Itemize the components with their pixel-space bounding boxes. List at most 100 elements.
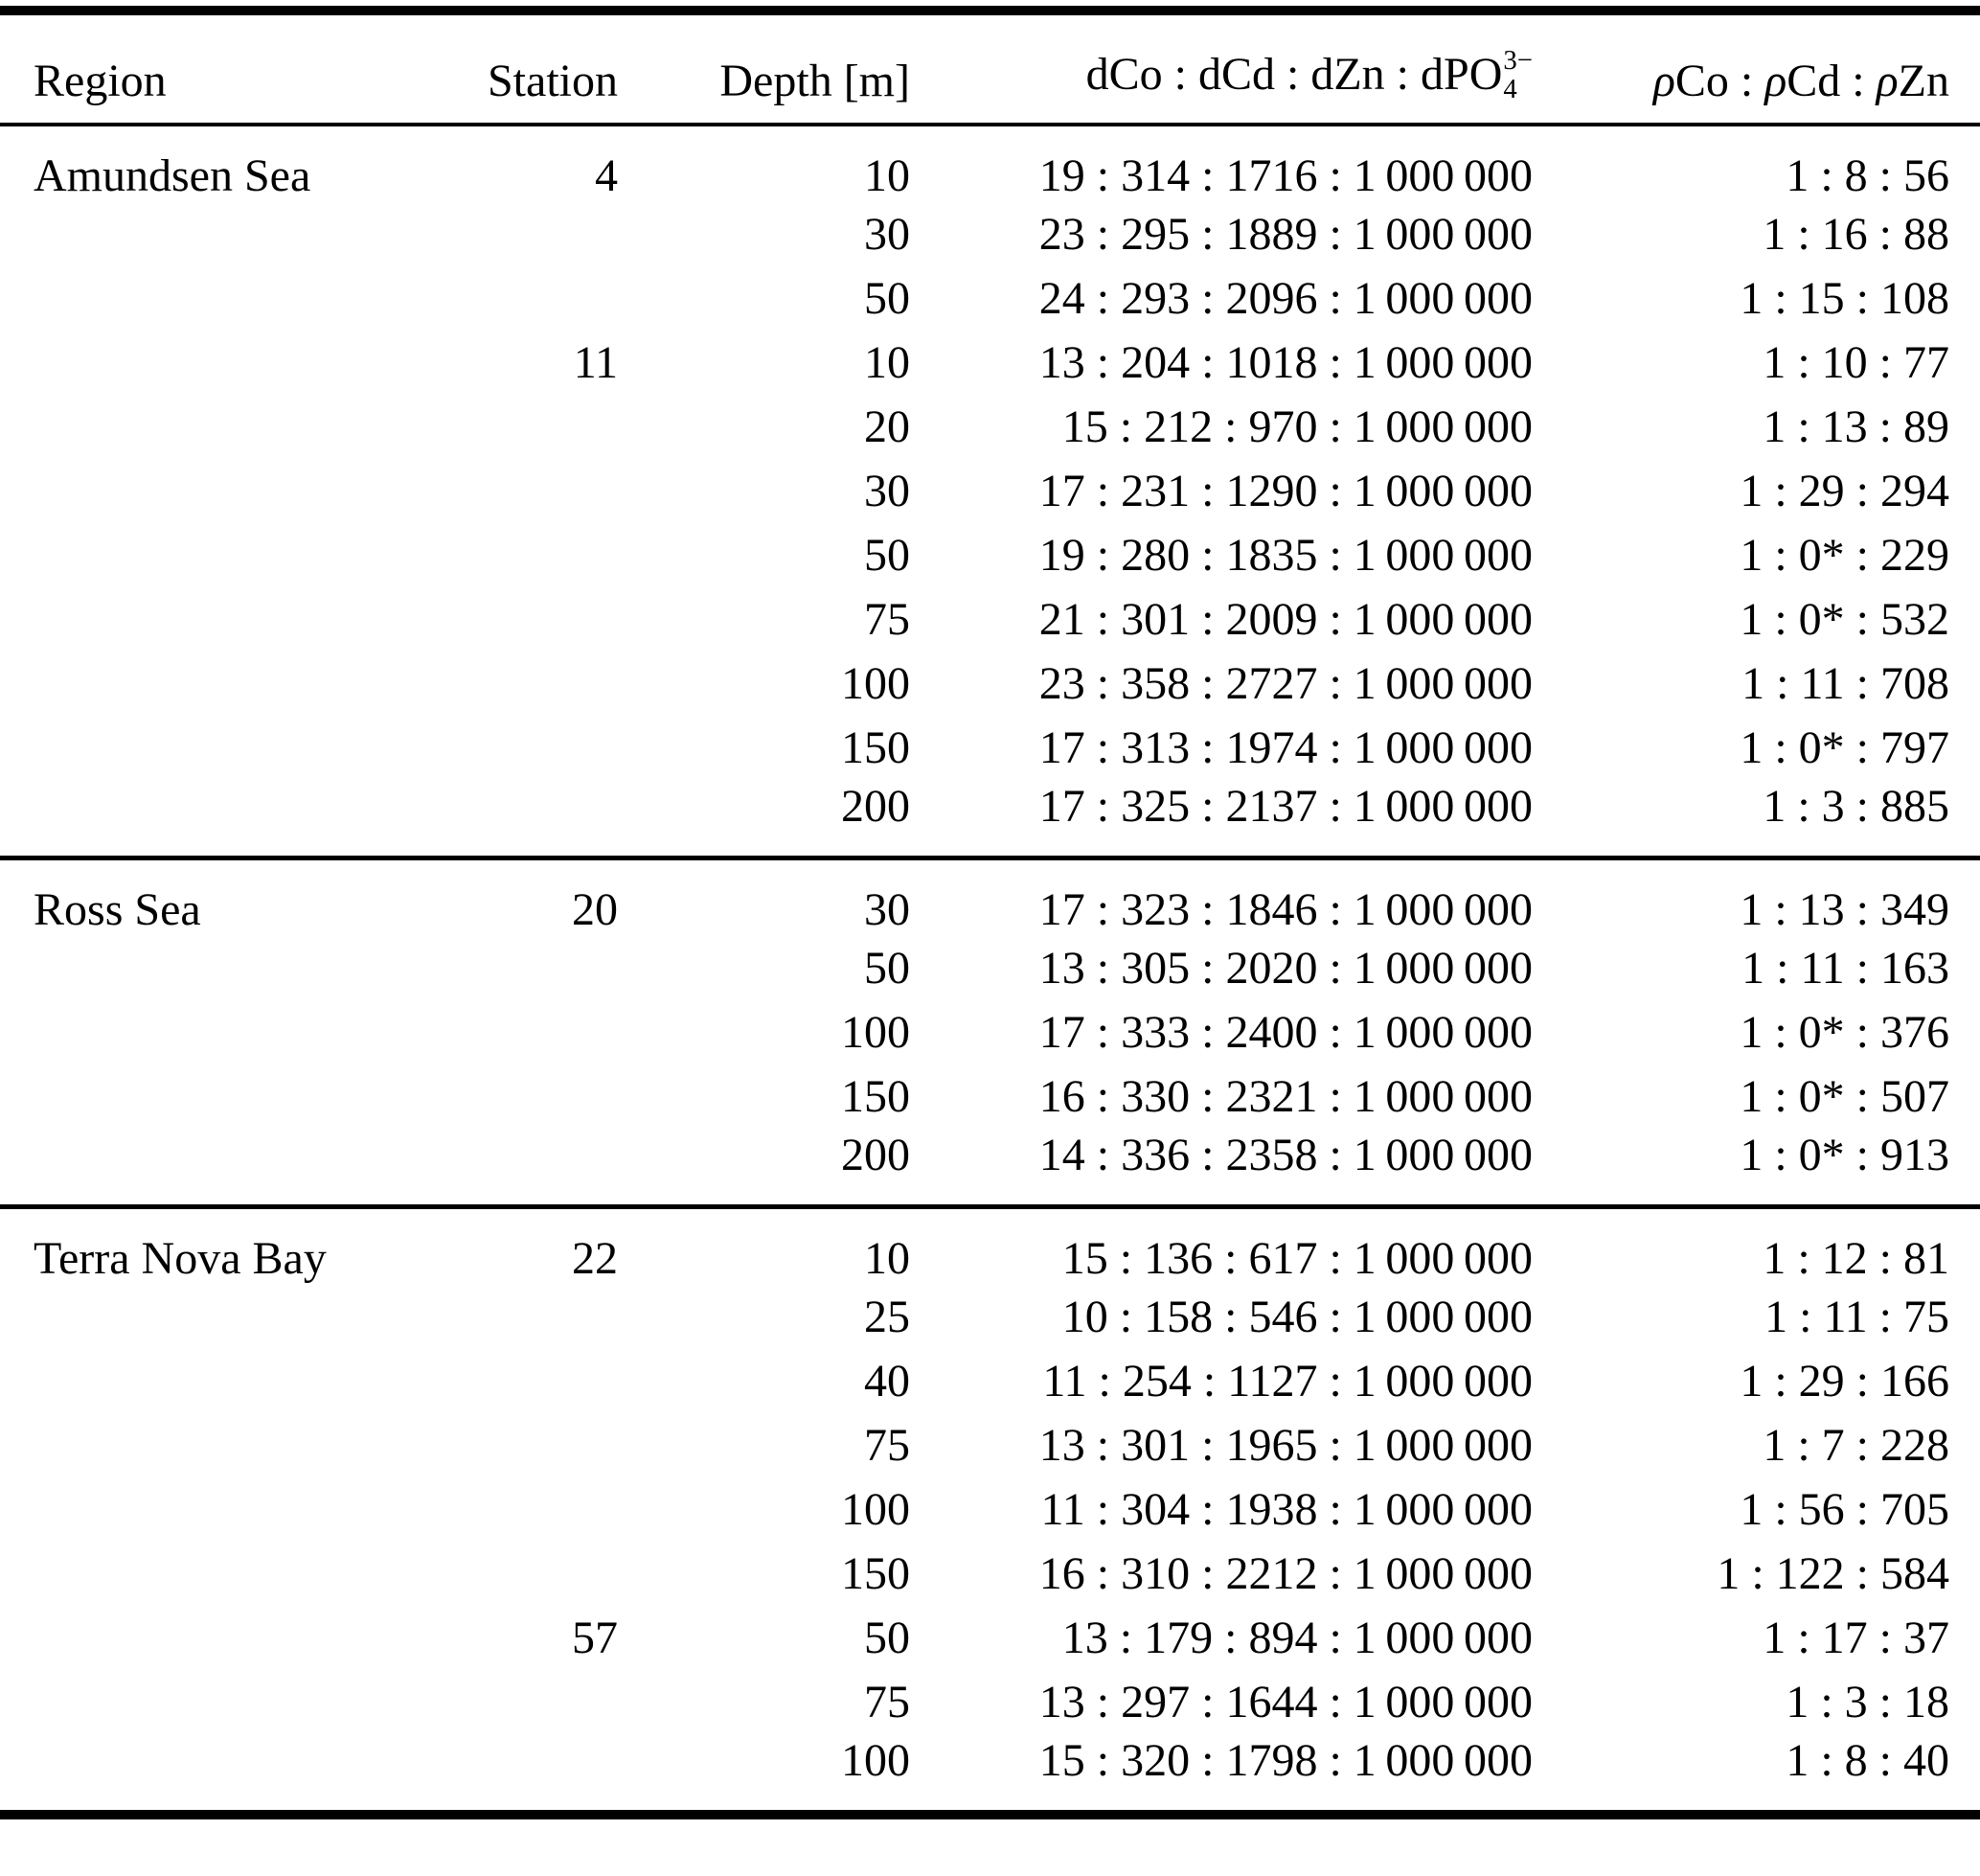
ratio-cell: 17 : 325 : 2137 : 1 000 000	[1038, 781, 1533, 832]
element-ratio-table: Region Station Depth [m] dCo : dCd : dZn…	[0, 15, 1980, 1810]
rho-cell: 1 : 0* : 376	[1740, 1007, 1949, 1058]
depth-cell: 75	[864, 1420, 910, 1471]
depth-cell: 150	[841, 1548, 910, 1599]
depth-cell: 30	[864, 209, 910, 260]
ratio-cell: 14 : 336 : 2358 : 1 000 000	[1038, 1130, 1533, 1180]
ratio-cell: 16 : 330 : 2321 : 1 000 000	[1038, 1071, 1533, 1122]
table-row: 75 13 : 297 : 1644 : 1 000 000 1 : 3 : 18	[0, 1670, 1980, 1734]
station-cell	[460, 523, 618, 587]
ratio-cell: 21 : 301 : 2009 : 1 000 000	[1038, 594, 1533, 645]
rho-cell: 1 : 0* : 913	[1740, 1130, 1949, 1180]
station-cell	[460, 1477, 618, 1542]
rho-cell: 1 : 0* : 532	[1740, 594, 1949, 645]
region-cell	[0, 395, 460, 459]
region-cell	[0, 936, 460, 1000]
header-row: Region Station Depth [m] dCo : dCd : dZn…	[0, 15, 1980, 126]
depth-cell: 50	[864, 1613, 910, 1663]
region-cell	[0, 716, 460, 780]
top-rule	[0, 6, 1980, 15]
ratio-cell: 13 : 179 : 894 : 1 000 000	[1061, 1613, 1533, 1663]
region-cell	[0, 587, 460, 652]
col-header-ratio: dCo : dCd : dZn : dPO 3− 4	[910, 15, 1533, 126]
table-row: 75 21 : 301 : 2009 : 1 000 000 1 : 0* : 53…	[0, 587, 1980, 652]
table-row: 50 19 : 280 : 1835 : 1 000 000 1 : 0* : 22…	[0, 523, 1980, 587]
station-cell	[460, 587, 618, 652]
col-header-depth: Depth [m]	[618, 15, 910, 126]
rho-cell: 1 : 15 : 108	[1740, 273, 1949, 324]
station-cell	[460, 1285, 618, 1349]
col-header-station: Station	[460, 15, 618, 126]
rho-header-text: Zn	[1898, 56, 1949, 106]
region-cell: Terra Nova Bay	[34, 1233, 327, 1284]
table-row: 150 16 : 310 : 2212 : 1 000 000 1 : 122 : …	[0, 1542, 1980, 1606]
bottom-rule	[0, 1810, 1980, 1819]
table-row: 150 17 : 313 : 1974 : 1 000 000 1 : 0* : 7…	[0, 716, 1980, 780]
region-cell	[0, 459, 460, 523]
station-cell	[460, 936, 618, 1000]
depth-cell: 100	[841, 658, 910, 709]
region-cell	[0, 1542, 460, 1606]
station-cell: 57	[572, 1613, 618, 1663]
section-rule	[0, 856, 1980, 860]
rho-symbol: ρ	[1876, 56, 1899, 106]
depth-cell: 200	[841, 781, 910, 832]
rho-cell: 1 : 11 : 708	[1741, 658, 1949, 709]
ratio-subscript: 4	[1503, 73, 1517, 104]
ratio-cell: 13 : 297 : 1644 : 1 000 000	[1038, 1677, 1533, 1727]
col-header-region: Region	[0, 15, 460, 126]
region-cell	[0, 266, 460, 331]
rho-cell: 1 : 0* : 229	[1740, 530, 1949, 581]
rho-symbol: ρ	[1764, 56, 1787, 106]
region-cell	[0, 1129, 460, 1204]
ratio-cell: 10 : 158 : 546 : 1 000 000	[1061, 1292, 1533, 1342]
region-cell: Ross Sea	[34, 884, 201, 935]
depth-cell: 100	[841, 1484, 910, 1535]
station-cell	[460, 716, 618, 780]
table-row: Amundsen Sea 4 10 19 : 314 : 1716 : 1 000 0…	[0, 125, 1980, 202]
region-cell	[0, 1285, 460, 1349]
region-cell	[0, 331, 460, 395]
station-cell	[460, 1064, 618, 1129]
ratio-cell: 17 : 313 : 1974 : 1 000 000	[1038, 722, 1533, 773]
rho-cell: 1 : 0* : 507	[1740, 1071, 1949, 1122]
depth-cell: 100	[841, 1735, 910, 1786]
table-row: Ross Sea 20 30 17 : 323 : 1846 : 1 000 000 1…	[0, 860, 1980, 936]
table-row: 100 23 : 358 : 2727 : 1 000 000 1 : 11 : 7…	[0, 652, 1980, 716]
depth-cell: 40	[864, 1356, 910, 1407]
rho-symbol: ρ	[1652, 56, 1675, 106]
ratio-cell: 13 : 204 : 1018 : 1 000 000	[1038, 337, 1533, 388]
rho-cell: 1 : 10 : 77	[1763, 337, 1949, 388]
station-cell	[460, 395, 618, 459]
table-row: 200 17 : 325 : 2137 : 1 000 000 1 : 3 : 88…	[0, 780, 1980, 856]
rho-cell: 1 : 3 : 885	[1763, 781, 1949, 832]
rho-header-text: Co :	[1674, 56, 1765, 106]
station-cell	[460, 1413, 618, 1477]
table-row: 100 11 : 304 : 1938 : 1 000 000 1 : 56 : 7…	[0, 1477, 1980, 1542]
rho-header-text: Cd :	[1787, 56, 1877, 106]
table-row: 30 23 : 295 : 1889 : 1 000 000 1 : 16 : 88	[0, 202, 1980, 266]
region-cell	[0, 1413, 460, 1477]
depth-cell: 30	[864, 884, 910, 935]
region-cell: Amundsen Sea	[34, 150, 311, 201]
station-cell: 11	[573, 337, 618, 388]
ratio-formula-supsub: 3− 4	[1503, 44, 1533, 104]
depth-cell: 75	[864, 1677, 910, 1727]
ratio-cell: 11 : 304 : 1938 : 1 000 000	[1040, 1484, 1533, 1535]
section-rule	[0, 1204, 1980, 1209]
ratio-superscript: 3−	[1503, 44, 1533, 76]
ratio-cell: 19 : 280 : 1835 : 1 000 000	[1038, 530, 1533, 581]
ratio-cell: 17 : 231 : 1290 : 1 000 000	[1038, 466, 1533, 516]
depth-cell: 30	[864, 466, 910, 516]
depth-cell: 75	[864, 594, 910, 645]
depth-cell: 20	[864, 401, 910, 452]
station-cell	[460, 266, 618, 331]
depth-cell: 10	[864, 337, 910, 388]
depth-cell: 150	[841, 722, 910, 773]
table-row: 100 17 : 333 : 2400 : 1 000 000 1 : 0* : 3…	[0, 1000, 1980, 1064]
table-row: 30 17 : 231 : 1290 : 1 000 000 1 : 29 : 29…	[0, 459, 1980, 523]
station-cell: 22	[572, 1233, 618, 1284]
table-row: 200 14 : 336 : 2358 : 1 000 000 1 : 0* : 9…	[0, 1129, 1980, 1204]
region-cell	[0, 1477, 460, 1542]
depth-cell: 150	[841, 1071, 910, 1122]
depth-cell: 200	[841, 1130, 910, 1180]
